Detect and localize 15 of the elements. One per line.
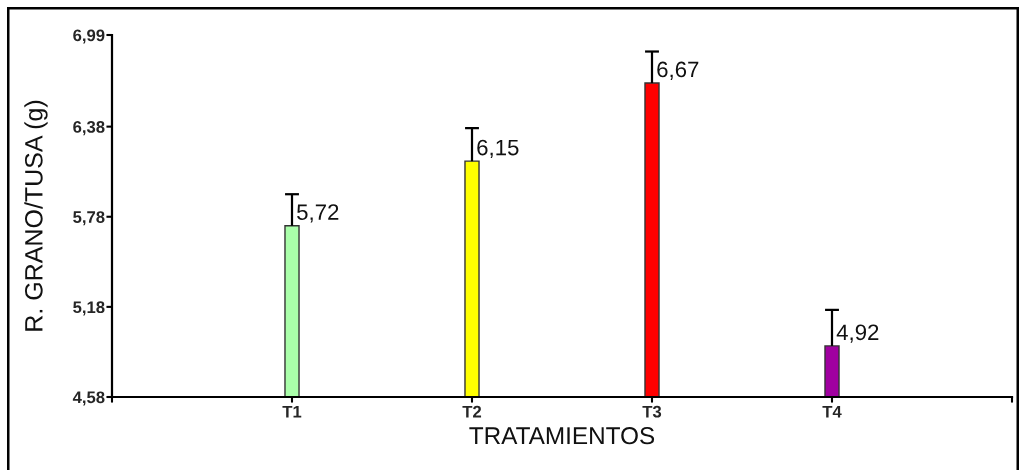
x-tick-label: T2 (462, 405, 482, 418)
data-label: 6,67 (657, 61, 699, 80)
x-tick-label: T1 (282, 405, 302, 418)
data-label: 5,72 (297, 204, 339, 223)
y-axis-title: R. GRANO/TUSA (g) (24, 100, 48, 331)
y-tick-label: 5,18 (73, 301, 105, 316)
y-tick-label: 5,78 (73, 211, 105, 226)
data-label: 6,15 (477, 139, 519, 159)
data-label: 4,92 (836, 324, 879, 343)
y-tick-label: 6,38 (73, 121, 105, 136)
x-tick-label: T4 (822, 405, 842, 418)
x-axis-title: TRATAMIENTOS (469, 427, 655, 445)
y-tick-label: 4,58 (72, 391, 105, 406)
y-tick-label: 6,99 (73, 29, 105, 44)
x-tick-label: T3 (642, 405, 662, 418)
